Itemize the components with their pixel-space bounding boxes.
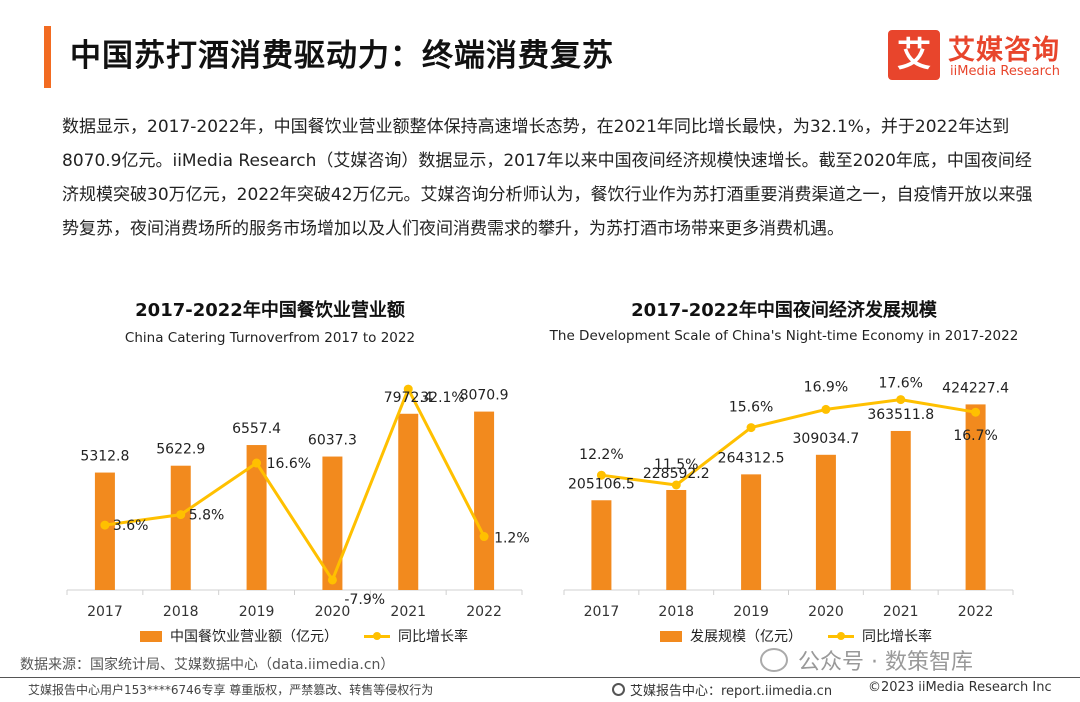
growth-value-label: 17.6% [879, 376, 923, 392]
bar-value-label: 264312.5 [718, 450, 785, 466]
chart1-title: 2017-2022年中国餐饮业营业额 [135, 300, 405, 321]
footer-divider [0, 677, 1080, 678]
bar-value-label: 363511.8 [867, 407, 934, 423]
bar-2022 [474, 411, 495, 590]
bar-2018 [170, 465, 191, 590]
growth-value-label: 32.1% [420, 390, 464, 406]
x-tick-label: 2020 [315, 604, 351, 620]
growth-value-label: 16.9% [804, 379, 848, 395]
chart1-plot: 5312.8 5622.9 6557.4 6037.3 7972.4 8070.9 3.6%… [66, 384, 530, 620]
growth-point-2018 [176, 510, 186, 520]
bar-2017 [94, 472, 115, 590]
bar-2018 [666, 489, 687, 590]
growth-point-2021 [403, 384, 413, 394]
logo-mark: 艾 [888, 30, 940, 80]
page-title: 中国苏打酒消费驱动力：终端消费复苏 [70, 38, 614, 74]
growth-value-label: 15.6% [729, 400, 773, 416]
bar-value-label: 5622.9 [156, 442, 205, 458]
bar-value-label: 6037.3 [308, 433, 357, 449]
chart2-legend: 发展规模（亿元） 同比增长率 [660, 626, 932, 646]
copyright: ©2023 iiMedia Research Inc [868, 680, 1052, 695]
bar-value-label: 228592.2 [643, 466, 710, 482]
bar-value-label: 8070.9 [460, 388, 509, 404]
x-tick-label: 2019 [239, 604, 275, 620]
growth-value-label: 16.6% [267, 456, 311, 472]
x-tick-label: 2022 [466, 604, 502, 620]
x-tick-label: 2021 [390, 604, 426, 620]
bar-value-label: 309034.7 [793, 431, 860, 447]
bar-value-label: 6557.4 [232, 421, 281, 437]
x-tick-label: 2017 [87, 604, 123, 620]
bar-2021 [890, 430, 911, 590]
x-tick-label: 2021 [883, 604, 919, 620]
report-center-link[interactable]: 艾媒报告中心：report.iimedia.cn [630, 684, 833, 699]
growth-point-2017 [596, 470, 606, 480]
x-tick-label: 2020 [808, 604, 844, 620]
report-center: 艾媒报告中心：report.iimedia.cn [612, 680, 832, 699]
bar-2017 [591, 500, 612, 590]
chart1-subtitle: China Catering Turnoverfrom 2017 to 2022 [124, 330, 416, 346]
bar-2019 [741, 474, 762, 590]
x-tick-label: 2018 [658, 604, 694, 620]
growth-point-2020 [327, 575, 337, 585]
chart1-legend-bar-label: 中国餐饮业营业额（亿元） [170, 629, 338, 645]
bar-2020 [815, 454, 836, 590]
bar-2022 [965, 404, 986, 590]
data-source: 数据来源：国家统计局、艾媒数据中心（data.iimedia.cn） [20, 657, 395, 673]
growth-line [601, 398, 976, 487]
chart1-legend-line-swatch [364, 631, 390, 640]
growth-value-label: 5.8% [189, 508, 225, 524]
bar-value-label: 205106.5 [568, 476, 635, 492]
bar-2019 [246, 445, 267, 590]
chart2-subtitle: The Development Scale of China's Night-t… [549, 328, 1019, 344]
chart2-title: 2017-2022年中国夜间经济发展规模 [631, 300, 937, 321]
growth-value-label: 3.6% [113, 518, 149, 534]
chart2-legend-line-swatch [828, 631, 854, 640]
growth-point-2017 [100, 520, 110, 530]
growth-point-2019 [252, 458, 262, 468]
growth-point-2019 [746, 423, 756, 433]
copyright-notice: 艾媒报告中心用户153****6746专享 尊重版权，严禁篡改、转售等侵权行为 [28, 683, 434, 697]
growth-point-2022 [971, 407, 981, 417]
growth-point-2021 [896, 395, 906, 405]
x-tick-label: 2018 [163, 604, 199, 620]
x-tick-label: 2022 [958, 604, 994, 620]
watermark-text: 公众号 · 数策智库 [798, 650, 973, 675]
chart2-legend-bar-label: 发展规模（亿元） [690, 629, 802, 645]
intro-paragraph: 数据显示，2017-2022年，中国餐饮业营业额整体保持高速增长态势，在2021… [62, 117, 1033, 239]
chart2-legend-bar-swatch [660, 630, 682, 642]
chart1-legend-line-label: 同比增长率 [398, 629, 468, 645]
bar-2021 [398, 413, 419, 590]
chart1-legend: 中国餐饮业营业额（亿元） 同比增长率 [140, 626, 468, 646]
growth-point-2022 [479, 532, 489, 542]
brand-logo: 艾 艾媒咨询 iiMedia Research [888, 30, 1068, 86]
wechat-icon [760, 648, 788, 672]
chart2-legend-line-label: 同比增长率 [862, 629, 932, 645]
chart1-legend-bar-swatch [140, 630, 162, 642]
logo-english-name: iiMedia Research [950, 64, 1061, 79]
watermark: 公众号 · 数策智库 [760, 644, 973, 676]
growth-line [104, 387, 486, 582]
bar-2020 [322, 456, 343, 590]
x-tick-label: 2019 [733, 604, 769, 620]
logo-chinese-name: 艾媒咨询 [948, 35, 1060, 66]
growth-value-label: 11.5% [654, 457, 698, 473]
chart2-plot: 205106.5 228592.2 264312.5 309034.7 363511.8… [563, 376, 1014, 620]
growth-value-label: 16.7% [953, 428, 997, 444]
bar-value-label: 7972.4 [384, 390, 433, 406]
bar-value-label: 424227.4 [942, 380, 1009, 396]
x-tick-label: 2017 [584, 604, 620, 620]
growth-value-label: 1.2% [494, 531, 530, 547]
bar-value-label: 5312.8 [80, 449, 129, 465]
growth-point-2020 [821, 404, 831, 414]
report-center-icon [612, 683, 625, 696]
growth-value-label: -7.9% [344, 592, 385, 608]
growth-point-2018 [671, 480, 681, 490]
title-accent-bar [44, 26, 51, 88]
growth-value-label: 12.2% [579, 447, 623, 463]
